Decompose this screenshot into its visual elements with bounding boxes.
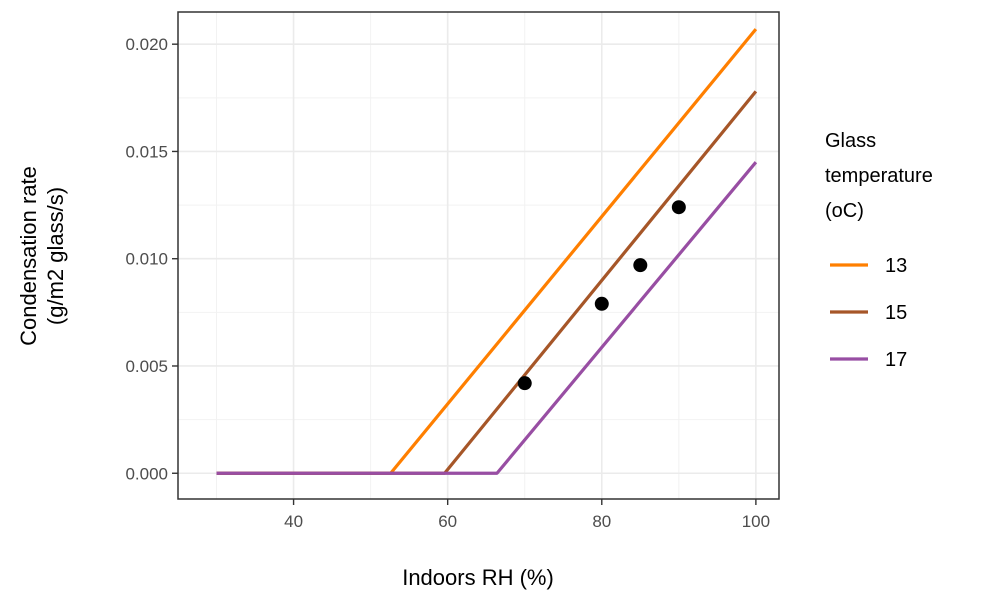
series-line-17 xyxy=(216,161,758,475)
y-axis-title-line-1: Condensation rate xyxy=(16,166,41,346)
y-tick-label: 0.010 xyxy=(125,250,168,269)
series-lines xyxy=(216,28,758,475)
y-tick-label: 0.015 xyxy=(125,142,168,161)
legend-title-line-2: temperature xyxy=(825,165,933,187)
legend-title-line-1: Glass xyxy=(825,130,876,152)
data-point xyxy=(517,376,532,391)
y-axis-title-line-2: (g/m2 glass/s) xyxy=(43,187,68,325)
x-axis-title: Indoors RH (%) xyxy=(402,565,554,590)
plot-panel xyxy=(178,12,779,499)
data-point xyxy=(633,258,648,273)
data-point xyxy=(671,200,686,215)
y-tick-label: 0.000 xyxy=(125,464,168,483)
y-tick-label: 0.005 xyxy=(125,357,168,376)
data-point xyxy=(594,296,609,311)
axis-ticks: 40 60 80 100 0.000 0.005 0.010 0.015 0.020 xyxy=(125,35,770,531)
x-tick-label: 60 xyxy=(438,512,457,531)
legend-label-17: 17 xyxy=(885,349,907,371)
x-tick-label: 100 xyxy=(742,512,770,531)
legend-label-13: 13 xyxy=(885,255,907,277)
plot-border xyxy=(177,11,780,500)
legend: Glass temperature (oC) 13 15 17 xyxy=(825,130,933,371)
observed-points xyxy=(517,200,686,391)
legend-label-15: 15 xyxy=(885,302,907,324)
legend-title-line-3: (oC) xyxy=(825,200,864,222)
x-tick-label: 80 xyxy=(592,512,611,531)
x-tick-label: 40 xyxy=(284,512,303,531)
legend-items: 13 15 17 xyxy=(830,255,907,371)
y-tick-label: 0.020 xyxy=(125,35,168,54)
